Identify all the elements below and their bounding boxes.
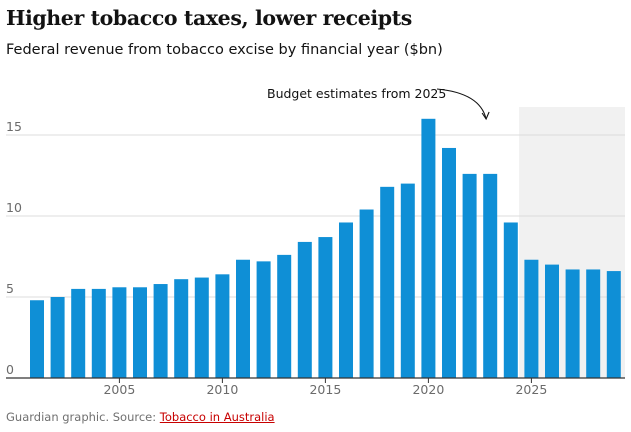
bar-2025 [524, 259, 539, 378]
bar-2007 [153, 284, 168, 378]
bar-2021 [442, 147, 456, 378]
annotation-arrow-line [436, 88, 487, 120]
source-prefix: Guardian graphic. Source: [6, 410, 160, 424]
bar-2006 [133, 287, 147, 378]
bar-2008 [174, 279, 189, 378]
bar-2026 [545, 264, 559, 378]
bar-2004 [91, 288, 106, 378]
x-tick-label-2010: 2010 [206, 382, 238, 397]
y-tick-label-10: 10 [6, 200, 22, 215]
bar-2020 [421, 118, 436, 379]
bar-2014 [297, 241, 312, 378]
bar-2022 [462, 173, 477, 378]
y-tick-label-0: 0 [6, 362, 14, 377]
bar-2018 [380, 186, 395, 378]
bar-2029 [606, 271, 621, 378]
bar-2016 [339, 222, 353, 378]
bar-2011 [236, 259, 250, 378]
bar-2027 [565, 269, 580, 378]
bar-2017 [359, 209, 374, 378]
chart-title: Higher tobacco taxes, lower receipts [6, 6, 412, 30]
bar-2015 [318, 237, 333, 378]
bar-2024 [503, 222, 518, 378]
source-footer: Guardian graphic. Source: Tobacco in Aus… [6, 410, 275, 424]
y-tick-label-5: 5 [6, 281, 14, 296]
bar-2028 [586, 269, 601, 378]
x-tick-label-2015: 2015 [309, 382, 341, 397]
bar-2023 [483, 173, 498, 378]
x-tick-label-2025: 2025 [515, 382, 547, 397]
estimate-annotation: Budget estimates from 2025 [267, 86, 446, 101]
bar-2012 [256, 261, 271, 378]
bar-2013 [277, 254, 292, 378]
bar-2003 [71, 288, 86, 378]
bar-2001 [30, 300, 44, 378]
y-tick-label-15: 15 [6, 119, 22, 134]
bar-2019 [400, 183, 415, 378]
bar-2009 [194, 277, 209, 378]
source-link[interactable]: Tobacco in Australia [159, 410, 275, 424]
annotation-arrow-head [481, 111, 490, 121]
chart-subtitle: Federal revenue from tobacco excise by f… [6, 42, 443, 58]
bar-2010 [215, 274, 230, 378]
bar-2002 [50, 297, 65, 378]
x-tick-label-2005: 2005 [103, 382, 135, 397]
bar-2005 [112, 287, 127, 378]
x-tick-label-2020: 2020 [412, 382, 444, 397]
